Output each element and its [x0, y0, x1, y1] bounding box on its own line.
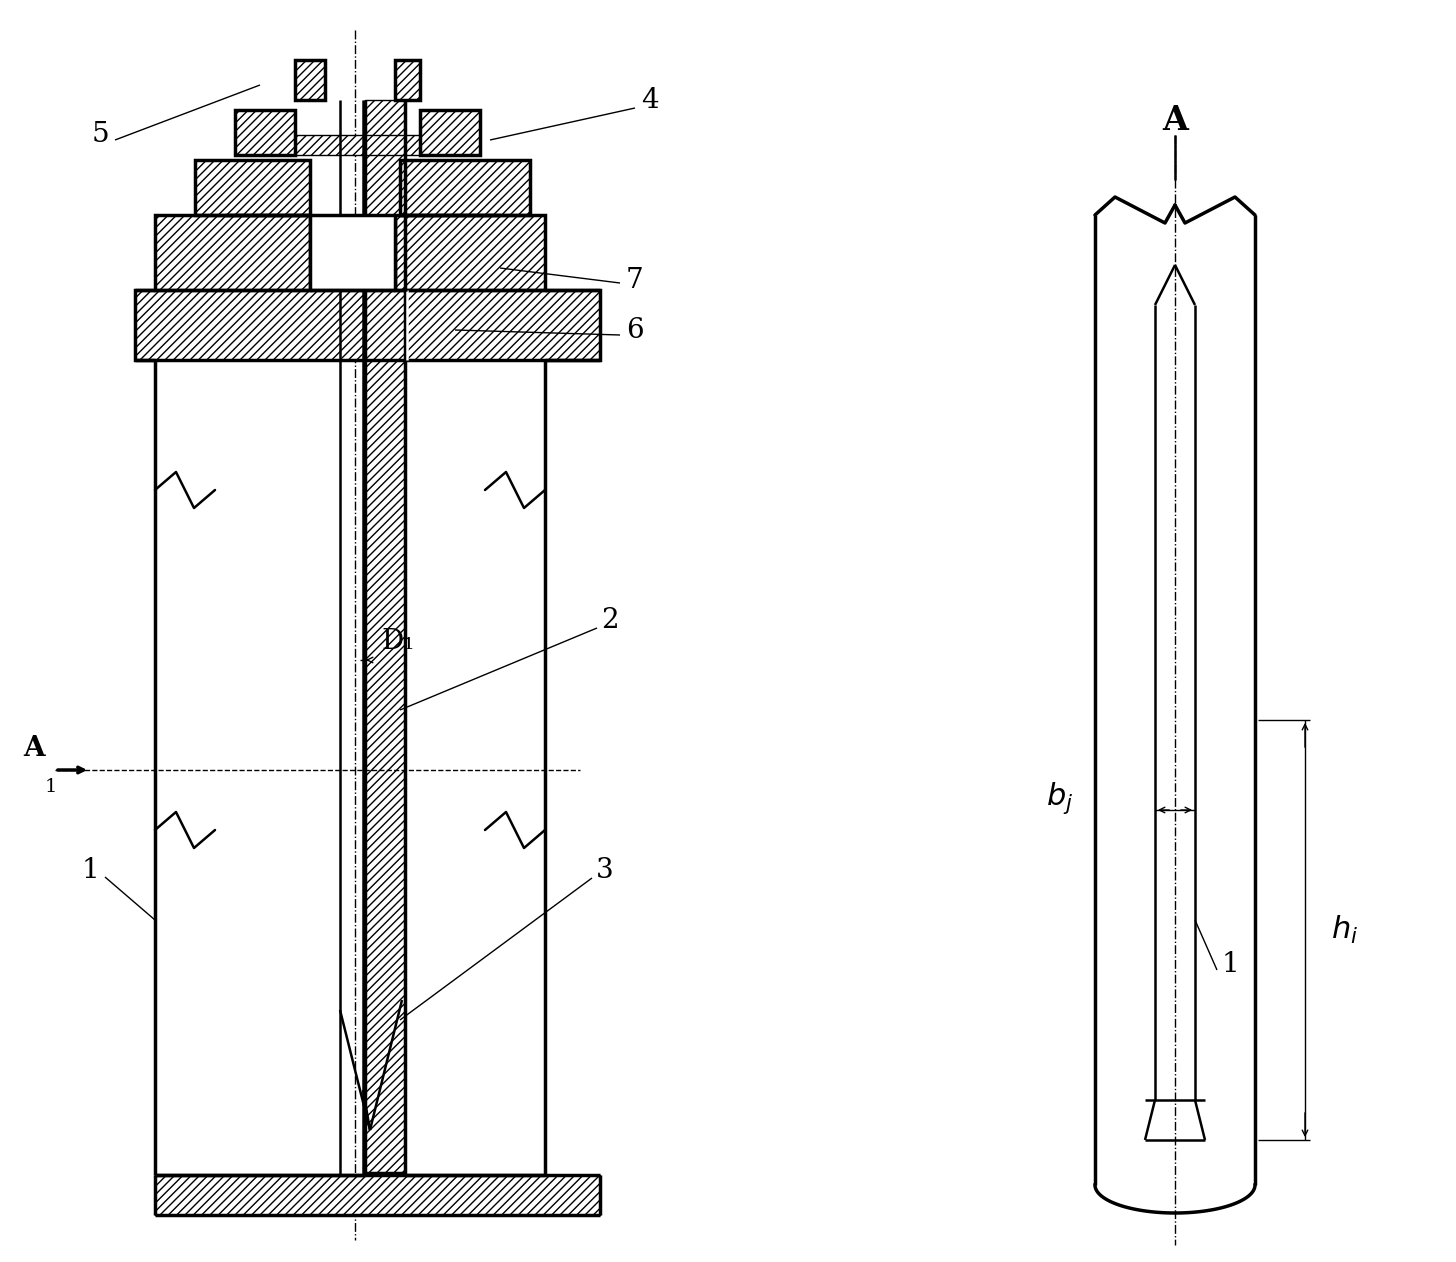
Bar [195, 160, 310, 215]
Bar [395, 61, 419, 100]
Bar [296, 61, 325, 100]
Bar [395, 215, 545, 290]
Text: $b_j$: $b_j$ [1047, 780, 1073, 817]
Bar [154, 1175, 600, 1215]
Bar [400, 160, 530, 215]
Bar [335, 215, 370, 235]
Text: 7: 7 [626, 266, 644, 294]
Bar [135, 290, 600, 360]
Text: A: A [23, 734, 45, 762]
Polygon shape [310, 215, 395, 290]
Bar [234, 110, 296, 155]
Text: 1: 1 [82, 857, 99, 883]
Bar [395, 61, 419, 100]
Text: D₁: D₁ [381, 628, 415, 655]
Bar [234, 110, 296, 155]
Text: 5: 5 [92, 121, 109, 149]
Text: A: A [1162, 103, 1188, 136]
Text: 1: 1 [45, 777, 57, 796]
Bar [154, 215, 310, 290]
Text: 1: 1 [1222, 952, 1239, 978]
Bar [400, 160, 530, 215]
Text: $h_i$: $h_i$ [1331, 914, 1358, 946]
Text: 6: 6 [626, 317, 644, 343]
Bar [135, 290, 600, 360]
Text: 3: 3 [596, 857, 614, 883]
Bar [154, 215, 310, 290]
Text: 2: 2 [601, 607, 619, 634]
Bar [296, 135, 419, 155]
Bar [195, 160, 310, 215]
Bar [419, 110, 480, 155]
Bar [296, 61, 325, 100]
Bar [419, 110, 480, 155]
Bar [365, 100, 405, 1175]
Text: 4: 4 [641, 87, 658, 114]
Bar [395, 215, 545, 290]
